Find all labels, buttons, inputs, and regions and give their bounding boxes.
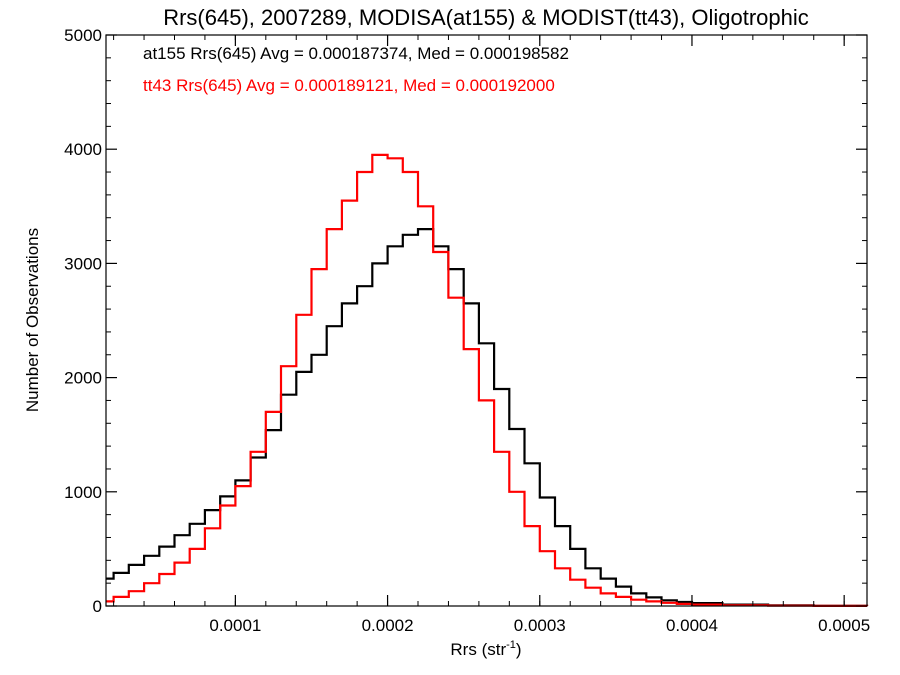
- y-tick-label: 2000: [64, 369, 102, 388]
- x-tick-label: 0.0001: [209, 616, 261, 635]
- y-tick-label: 3000: [64, 254, 102, 273]
- series-line-tt43: [106, 153, 869, 607]
- legend-entry-tt43: tt43 Rrs(645) Avg = 0.000189121, Med = 0…: [143, 76, 555, 95]
- y-tick-label: 0: [93, 597, 102, 616]
- x-tick-label: 0.0002: [362, 616, 414, 635]
- series-line-at155: [106, 228, 869, 607]
- y-tick-label: 1000: [64, 483, 102, 502]
- y-tick-label: 5000: [64, 26, 102, 45]
- legend-entry-at155: at155 Rrs(645) Avg = 0.000187374, Med = …: [143, 44, 569, 63]
- axis-layer: 0.0001 0.0002 0.0003 0.0004 0.0005 0 1000 2000 3…: [64, 26, 870, 635]
- y-axis-label: Number of Observations: [23, 228, 42, 412]
- y-tick-label: 4000: [64, 140, 102, 159]
- series-layer: [106, 153, 869, 607]
- x-axis-label: Rrs (str-1): [450, 639, 521, 659]
- chart-title: Rrs(645), 2007289, MODISA(at155) & MODIS…: [163, 5, 809, 30]
- x-tick-label: 0.0003: [514, 616, 566, 635]
- legend: at155 Rrs(645) Avg = 0.000187374, Med = …: [143, 44, 569, 95]
- plot-frame: [105, 34, 868, 607]
- x-tick-label: 0.0005: [818, 616, 870, 635]
- x-tick-label: 0.0004: [666, 616, 718, 635]
